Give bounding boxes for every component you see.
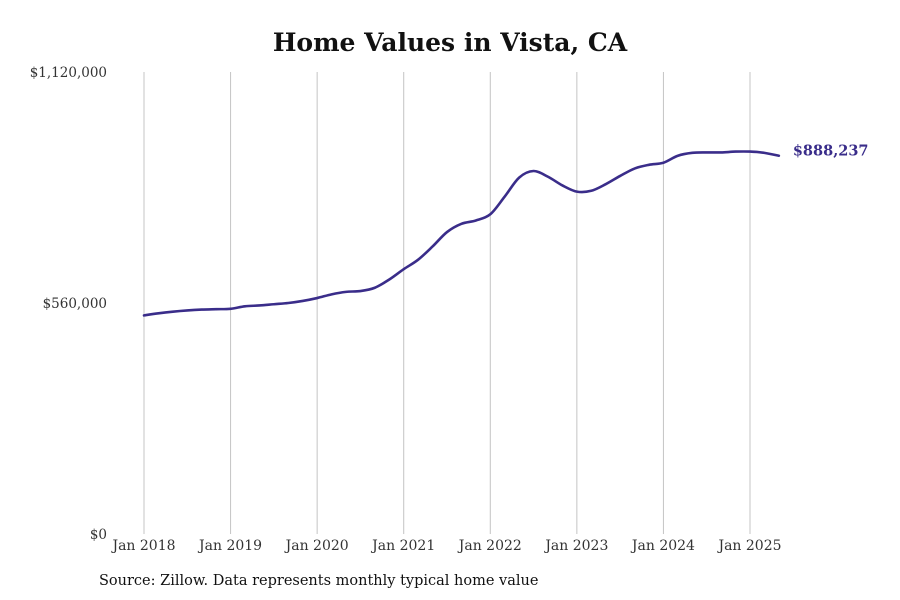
y-tick-label: $1,120,000 (30, 65, 107, 81)
x-tick-label: Jan 2023 (543, 538, 608, 554)
x-tick-label: Jan 2022 (457, 538, 522, 554)
x-tick-label: Jan 2025 (716, 538, 781, 554)
y-tick-label: $0 (90, 527, 107, 543)
x-axis-ticks: Jan 2018 Jan 2019 Jan 2020 Jan 2021 Jan 2022… (110, 538, 781, 554)
y-tick-label: $560,000 (43, 296, 107, 312)
chart-title: Home Values in Vista, CA (272, 28, 628, 57)
x-tick-label: Jan 2018 (110, 538, 175, 554)
y-axis-ticks: $0 $560,000 $1,120,000 (30, 65, 107, 543)
end-value-label: $888,237 (793, 143, 869, 160)
x-tick-label: Jan 2020 (284, 538, 349, 554)
grid-lines (143, 72, 751, 534)
source-note: Source: Zillow. Data represents monthly … (99, 573, 539, 589)
series-layer (142, 150, 781, 317)
x-tick-label: Jan 2021 (370, 538, 435, 554)
x-tick-label: Jan 2024 (630, 538, 695, 554)
x-tick-label: Jan 2019 (197, 538, 262, 554)
series-line (142, 150, 781, 317)
